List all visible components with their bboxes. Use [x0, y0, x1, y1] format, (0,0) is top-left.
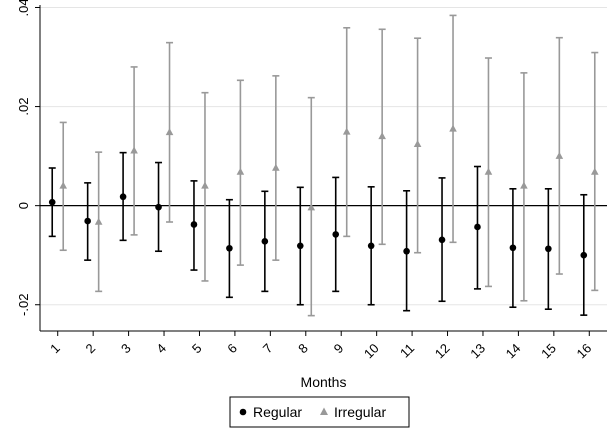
point-irregular — [165, 128, 174, 136]
point-regular — [48, 198, 56, 206]
point-irregular — [520, 181, 528, 189]
point-irregular — [590, 167, 599, 175]
error-bars — [48, 14, 599, 317]
legend-marker-irregular — [320, 407, 328, 415]
x-tick-label: 15 — [538, 341, 559, 362]
point-irregular — [449, 124, 457, 132]
point-regular — [545, 245, 552, 253]
x-tick-label: 11 — [397, 341, 417, 361]
point-irregular — [413, 140, 422, 148]
y-tick-label: 0 — [16, 202, 31, 209]
legend: Regular Irregular — [229, 396, 410, 428]
x-tick-label: 12 — [432, 341, 453, 362]
point-irregular — [130, 146, 138, 154]
point-regular — [509, 244, 517, 252]
data-points — [48, 124, 599, 259]
point-irregular — [236, 167, 245, 175]
point-regular — [296, 242, 304, 250]
point-regular — [190, 221, 198, 228]
x-tick-label: 4 — [153, 341, 169, 357]
grid-lines — [40, 6, 607, 306]
x-tick-label: 6 — [224, 341, 240, 357]
x-tick-label: 2 — [83, 341, 99, 357]
x-tick-label: 13 — [467, 341, 488, 362]
x-tick-label: 9 — [331, 341, 347, 357]
legend-box — [229, 396, 410, 428]
point-irregular — [378, 132, 386, 140]
point-regular — [438, 236, 446, 244]
point-regular — [84, 217, 91, 225]
point-irregular — [59, 181, 68, 189]
x-tick-label: 14 — [503, 341, 524, 362]
legend-marker-regular — [239, 408, 247, 416]
point-regular — [119, 193, 127, 201]
x-tick-label: 1 — [47, 341, 63, 357]
x-tick-label: 10 — [361, 341, 382, 362]
point-regular — [261, 238, 269, 245]
axes — [35, 5, 607, 336]
tick-labels: -.020.02.041 2 3 4 5 6 7 8 9 10 11 12 13 14 15 16 — [16, 0, 594, 361]
point-irregular — [555, 151, 564, 159]
x-tick-label: 5 — [189, 341, 205, 357]
y-tick-label: .02 — [16, 98, 31, 116]
point-regular — [403, 247, 410, 255]
point-regular — [332, 231, 340, 238]
point-irregular — [307, 203, 316, 211]
point-regular — [474, 223, 481, 231]
legend-label-irregular: Irregular — [334, 404, 386, 420]
point-irregular — [484, 167, 493, 175]
x-tick-label: 3 — [118, 341, 134, 357]
y-tick-label: -.02 — [16, 294, 31, 316]
point-regular — [155, 203, 162, 211]
point-irregular — [342, 127, 351, 135]
x-tick-label: 7 — [260, 341, 276, 357]
point-regular — [226, 244, 233, 252]
y-tick-label: .04 — [16, 0, 31, 17]
x-tick-label: 8 — [295, 341, 311, 357]
point-regular — [367, 242, 375, 250]
point-irregular — [272, 163, 280, 171]
x-axis-title: Months — [301, 374, 347, 390]
point-irregular — [94, 217, 103, 225]
legend-label-regular: Regular — [253, 404, 302, 420]
x-tick-label: 16 — [574, 341, 595, 362]
point-regular — [580, 251, 588, 259]
point-irregular — [201, 181, 209, 189]
